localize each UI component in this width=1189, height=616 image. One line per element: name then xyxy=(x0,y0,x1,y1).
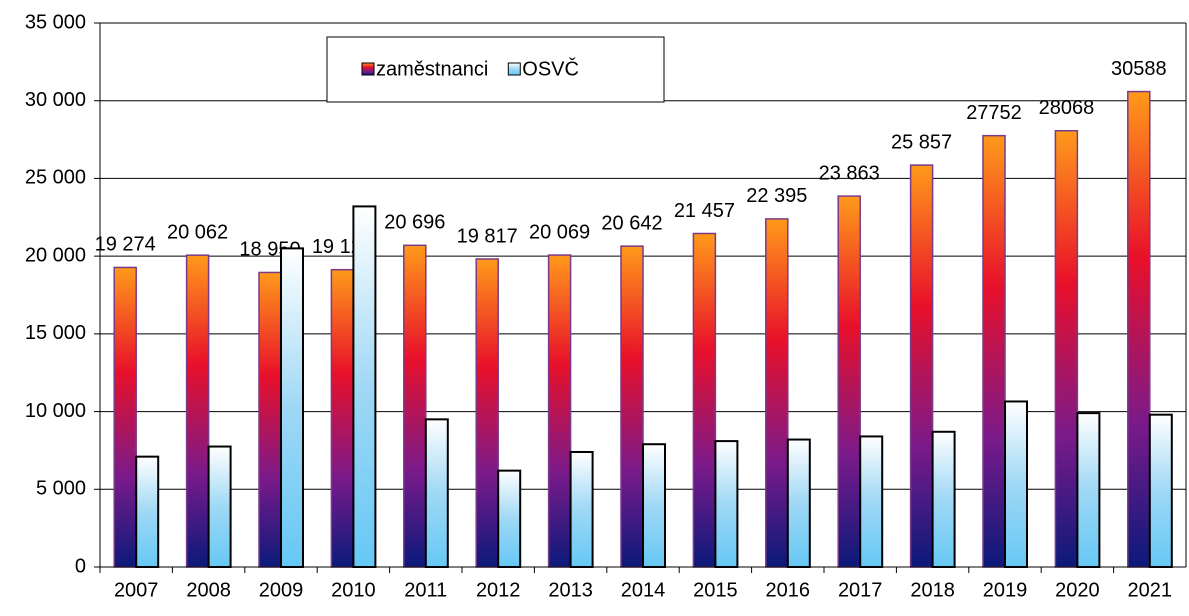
bar xyxy=(909,164,934,568)
bar xyxy=(330,268,355,568)
x-tick-label: 2014 xyxy=(621,579,666,601)
y-tick-label: 20 000 xyxy=(25,244,86,266)
y-tick-label: 15 000 xyxy=(25,322,86,344)
x-tick-label: 2008 xyxy=(186,579,231,601)
bar xyxy=(1148,413,1173,568)
data-label: 20 642 xyxy=(601,212,662,234)
x-tick-label: 2016 xyxy=(766,579,811,601)
bar xyxy=(931,430,956,568)
x-tick-label: 2020 xyxy=(1055,579,1100,601)
bar xyxy=(113,266,137,568)
data-label: 20 696 xyxy=(384,212,445,234)
y-tick-label: 35 000 xyxy=(25,11,86,33)
data-label: 25 857 xyxy=(891,131,952,153)
bar xyxy=(859,435,884,568)
bar xyxy=(642,443,666,568)
data-label: 21 457 xyxy=(674,200,735,222)
data-label: 19 817 xyxy=(457,225,518,247)
x-tick-label: 2021 xyxy=(1128,579,1173,601)
bar xyxy=(765,218,789,568)
bar xyxy=(837,195,861,568)
bar xyxy=(1076,412,1101,568)
y-tick-label: 5 000 xyxy=(36,478,86,500)
x-tick-label: 2013 xyxy=(548,579,593,601)
bar xyxy=(403,244,427,568)
data-label: 20 062 xyxy=(167,221,228,243)
x-tick-label: 2009 xyxy=(259,579,304,601)
bar xyxy=(714,440,739,568)
data-label: 20 069 xyxy=(529,221,590,243)
legend-swatch xyxy=(507,62,521,76)
bar xyxy=(497,469,522,568)
x-tick-label: 2015 xyxy=(693,579,738,601)
bar xyxy=(692,232,717,568)
y-tick-label: 0 xyxy=(75,555,86,577)
bar xyxy=(1004,400,1028,568)
x-tick-label: 2018 xyxy=(910,579,955,601)
x-tick-label: 2011 xyxy=(404,579,447,601)
bar xyxy=(135,455,160,569)
data-label: 19 274 xyxy=(95,234,156,256)
bar xyxy=(424,418,449,569)
y-tick-label: 10 000 xyxy=(25,400,86,422)
y-tick-label: 25 000 xyxy=(25,167,86,189)
bar xyxy=(1127,90,1151,568)
bar xyxy=(620,245,644,568)
bar xyxy=(569,450,594,568)
x-tick-label: 2012 xyxy=(476,579,521,601)
bar xyxy=(475,258,499,568)
x-tick-label: 2019 xyxy=(983,579,1028,601)
bar xyxy=(185,254,210,568)
legend-label: zaměstnanci xyxy=(376,58,488,80)
legend-swatch xyxy=(361,62,375,76)
bar xyxy=(982,134,1006,568)
bar xyxy=(207,445,232,568)
bar xyxy=(352,205,377,569)
legend-label: OSVČ xyxy=(522,57,579,80)
bar xyxy=(547,254,572,568)
x-tick-label: 2017 xyxy=(838,579,883,601)
legend-box xyxy=(326,36,665,103)
data-label: 28068 xyxy=(1039,97,1095,119)
x-tick-label: 2007 xyxy=(114,579,159,601)
data-label: 30588 xyxy=(1111,58,1167,80)
bar xyxy=(280,247,304,568)
bar xyxy=(258,271,282,568)
data-label: 23 863 xyxy=(819,162,880,184)
bar xyxy=(1054,129,1079,568)
x-tick-label: 2010 xyxy=(331,579,376,601)
bar xyxy=(786,438,811,569)
data-label: 22 395 xyxy=(746,185,807,207)
data-label: 27752 xyxy=(966,102,1022,124)
y-tick-label: 30 000 xyxy=(25,89,86,111)
